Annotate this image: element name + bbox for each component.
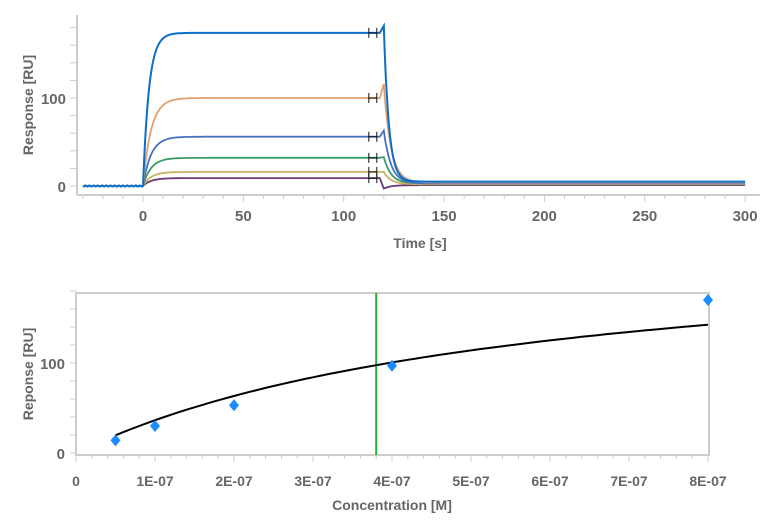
x-tick-label: 1E-07 [136, 473, 174, 489]
report-point-marker [368, 173, 378, 184]
affinity-chart: 0 1E-07 2E-07 3E-07 4E-07 5E-07 6E-07 7E-07 8E-0… [20, 290, 727, 513]
x-tick-label: 0 [72, 473, 80, 489]
y-tick-label: 100 [41, 91, 66, 108]
x-tick-label: 300 [733, 208, 758, 225]
report-point-marker [368, 166, 378, 177]
x-tick-label: 8E-07 [689, 473, 727, 489]
x-tick-label: 7E-07 [610, 473, 648, 489]
top-x-label: Time [s] [393, 235, 446, 251]
series-line-c5 [82, 170, 746, 188]
x-tick-label: 0 [139, 208, 147, 225]
x-tick-label: 100 [331, 208, 356, 225]
fit-curve [115, 323, 709, 437]
report-point-marker [368, 93, 378, 103]
x-tick-label: 250 [632, 208, 657, 225]
y-tick-label: 100 [40, 356, 65, 373]
report-point-marker [368, 131, 378, 142]
series-line-c6 [82, 177, 746, 190]
plot-frame [75, 292, 710, 456]
x-tick-label: 3E-07 [294, 473, 332, 489]
y-tick-label: 0 [58, 179, 66, 196]
data-point [110, 434, 121, 447]
x-tick-label: 2E-07 [215, 473, 253, 489]
sensorgram-chart: 0 50 100 150 200 250 300 0 100 Time [s] Response… [20, 15, 760, 251]
y-tick-label: 0 [57, 446, 65, 463]
x-tick-label: 5E-07 [452, 473, 490, 489]
top-y-label: Response [RU] [20, 55, 36, 155]
x-tick-label: 50 [235, 208, 252, 225]
bottom-y-label: Reponse [RU] [20, 328, 36, 421]
data-point [387, 359, 397, 372]
bottom-x-label: Concentration [M] [332, 497, 452, 513]
report-point-marker [368, 152, 378, 163]
x-tick-label: 200 [532, 208, 557, 225]
data-point [229, 399, 239, 412]
x-tick-label: 4E-07 [373, 473, 411, 489]
x-tick-label: 150 [432, 208, 457, 225]
series-line-c1 [82, 22, 746, 188]
data-point [703, 294, 713, 306]
data-point [150, 420, 160, 432]
x-tick-label: 6E-07 [531, 473, 569, 489]
report-point-marker [368, 27, 378, 38]
